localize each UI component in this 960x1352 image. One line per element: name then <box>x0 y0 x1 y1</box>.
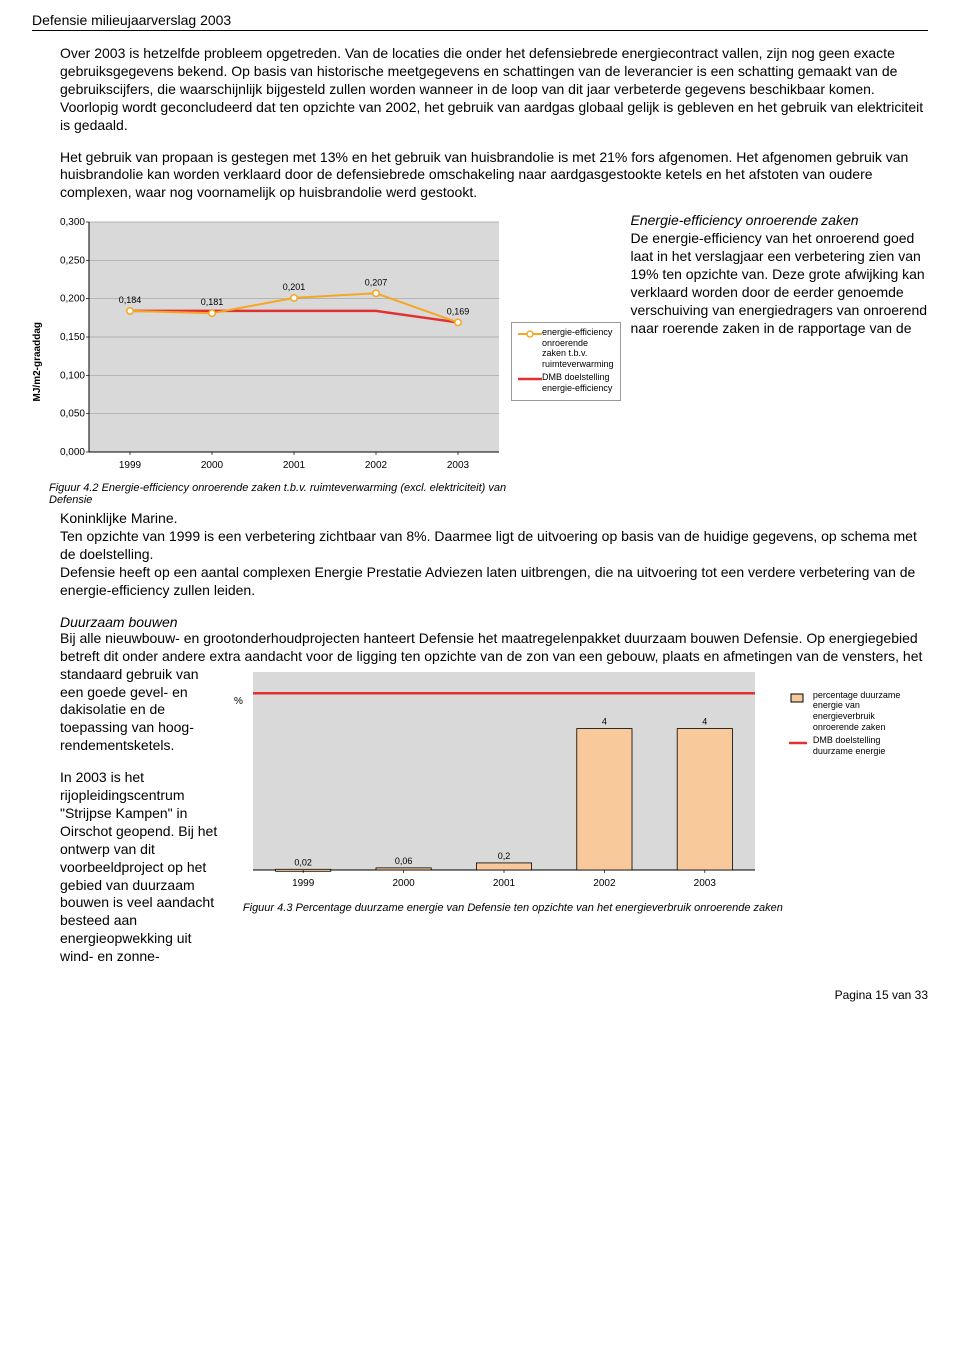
svg-text:0,184: 0,184 <box>119 295 142 305</box>
svg-text:0,300: 0,300 <box>60 217 85 228</box>
svg-text:0,050: 0,050 <box>60 409 85 420</box>
svg-text:0,06: 0,06 <box>395 855 413 865</box>
svg-text:1999: 1999 <box>119 460 142 471</box>
legend-label: DMB doelstelling duurzame energie <box>813 735 901 757</box>
svg-text:2003: 2003 <box>694 878 717 889</box>
chart2-wrap: 0,02 1999 0,06 2000 0,2 2001 4 2002 4 2003 Figuur… <box>243 666 783 914</box>
after-chart1-text: Koninklijke Marine. Ten opzichte van 199… <box>60 510 928 600</box>
paragraph-text: Koninklijke Marine. <box>60 510 178 526</box>
legend-line-marker-icon <box>518 329 542 339</box>
svg-text:0,207: 0,207 <box>365 278 388 288</box>
svg-text:2003: 2003 <box>447 460 470 471</box>
svg-text:4: 4 <box>702 716 707 726</box>
paragraph-text: Ten opzichte van 1999 is een verbetering… <box>60 528 917 562</box>
svg-text:2001: 2001 <box>283 460 306 471</box>
svg-text:0,2: 0,2 <box>498 851 511 861</box>
svg-text:0,169: 0,169 <box>447 307 470 317</box>
header-rule <box>32 30 928 31</box>
page-header-title: Defensie milieujaarverslag 2003 <box>32 12 928 28</box>
svg-text:0,000: 0,000 <box>60 447 85 458</box>
svg-text:0,200: 0,200 <box>60 294 85 305</box>
chart2-legend: percentage duurzame energie van energiev… <box>789 690 901 759</box>
legend-label: energie-efficiency onroerende zaken t.b.… <box>542 327 614 370</box>
legend-item: percentage duurzame energie van energiev… <box>789 690 901 733</box>
section-title: Duurzaam bouwen <box>60 614 928 630</box>
svg-text:1999: 1999 <box>292 878 315 889</box>
paragraph-text: In 2003 is het rijopleidingscentrum "Str… <box>60 769 222 966</box>
svg-text:4: 4 <box>602 716 607 726</box>
legend-line-icon <box>518 374 542 384</box>
svg-text:0,201: 0,201 <box>283 282 306 292</box>
paragraph-text: standaard gebruik van een goede gevel- e… <box>60 666 222 756</box>
paragraph: Bij alle nieuwbouw- en grootonderhoudpro… <box>60 630 928 666</box>
chart1-ylabel: MJ/m2-graaddag <box>32 322 43 401</box>
paragraph-text: Voorlopig wordt geconcludeerd dat ten op… <box>60 99 923 133</box>
chart1-wrap: 0,000 0,050 0,100 0,150 0,200 0,250 0,300 1999 2… <box>47 216 507 506</box>
legend-label: percentage duurzame energie van energiev… <box>813 690 901 733</box>
chart1-svg: 0,000 0,050 0,100 0,150 0,200 0,250 0,300 1999 2… <box>47 216 507 476</box>
legend-swatch-icon <box>789 692 813 704</box>
chart2-svg: 0,02 1999 0,06 2000 0,2 2001 4 2002 4 2003 <box>243 666 763 896</box>
chart1-side-text: Energie-efficiency onroerende zaken De e… <box>631 212 928 337</box>
legend-item: DMB doelstelling energie-efficiency <box>518 372 614 394</box>
chart1-row: MJ/m2-graaddag 0,000 0,050 0,100 0,150 0,200… <box>32 216 928 506</box>
svg-text:2002: 2002 <box>365 460 388 471</box>
svg-text:0,181: 0,181 <box>201 297 224 307</box>
page-footer: Pagina 15 van 33 <box>32 988 928 1002</box>
chart2-pct-label: % <box>234 696 243 707</box>
svg-text:0,02: 0,02 <box>294 857 312 867</box>
paragraph-text: Defensie heeft op een aantal complexen E… <box>60 564 915 598</box>
legend-label: DMB doelstelling energie-efficiency <box>542 372 614 394</box>
svg-text:0,150: 0,150 <box>60 332 85 343</box>
chart2-row: standaard gebruik van een goede gevel- e… <box>60 666 928 967</box>
chart2-left-text: standaard gebruik van een goede gevel- e… <box>60 666 230 967</box>
legend-line-icon <box>789 737 813 749</box>
svg-text:2000: 2000 <box>201 460 224 471</box>
svg-text:2001: 2001 <box>493 878 516 889</box>
svg-text:0,250: 0,250 <box>60 256 85 267</box>
chart1-caption: Figuur 4.2 Energie-efficiency onroerende… <box>49 482 507 506</box>
chart2-caption: Figuur 4.3 Percentage duurzame energie v… <box>243 902 783 914</box>
side-text-title: Energie-efficiency onroerende zaken <box>631 212 859 228</box>
svg-text:2000: 2000 <box>392 878 415 889</box>
svg-text:2002: 2002 <box>593 878 616 889</box>
paragraph: Het gebruik van propaan is gestegen met … <box>60 149 928 203</box>
legend-item: energie-efficiency onroerende zaken t.b.… <box>518 327 614 370</box>
paragraph: Over 2003 is hetzelfde probleem opgetred… <box>60 45 928 135</box>
legend-item: DMB doelstelling duurzame energie <box>789 735 901 757</box>
side-text-body: De energie-efficiency van het onroerend … <box>631 230 928 336</box>
svg-text:0,100: 0,100 <box>60 371 85 382</box>
chart1-legend: energie-efficiency onroerende zaken t.b.… <box>511 322 621 401</box>
